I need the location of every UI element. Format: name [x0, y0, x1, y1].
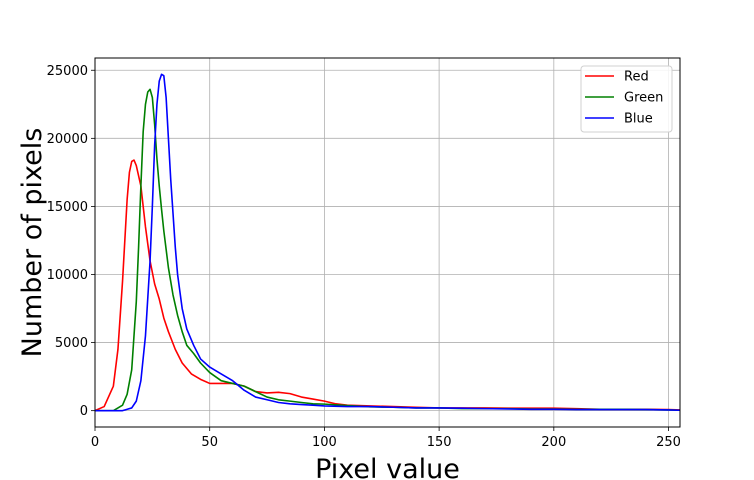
legend-label: Blue — [624, 112, 653, 127]
x-tick-label: 100 — [312, 435, 337, 450]
y-tick-label: 10000 — [47, 268, 88, 283]
series-line-red — [94, 159, 681, 412]
x-axis-ticks: 0 50 100 150 200 250 — [91, 427, 681, 450]
y-tick-label: 0 — [80, 404, 88, 419]
x-axis-label: Pixel value — [315, 454, 460, 480]
x-tick-label: 200 — [541, 435, 566, 450]
legend: Red Green Blue — [580, 65, 673, 133]
x-tick-label: 250 — [656, 435, 681, 450]
y-axis-ticks: 0 5000 10000 15000 20000 25000 — [47, 64, 95, 419]
x-tick-label: 0 — [91, 435, 99, 450]
x-tick-label: 150 — [427, 435, 452, 450]
y-tick-label: 20000 — [47, 132, 88, 147]
plot-frame — [94, 57, 681, 428]
legend-label: Red — [624, 70, 649, 85]
x-tick-label: 50 — [201, 435, 218, 450]
y-tick-label: 5000 — [55, 336, 88, 351]
series-line-blue — [95, 73, 681, 412]
legend-label: Green — [624, 91, 663, 106]
series-lines — [94, 73, 681, 412]
y-tick-label: 15000 — [47, 200, 88, 215]
legend-box — [580, 65, 673, 133]
y-tick-label: 25000 — [47, 64, 88, 79]
y-axis-label: Number of pixels — [17, 128, 48, 358]
